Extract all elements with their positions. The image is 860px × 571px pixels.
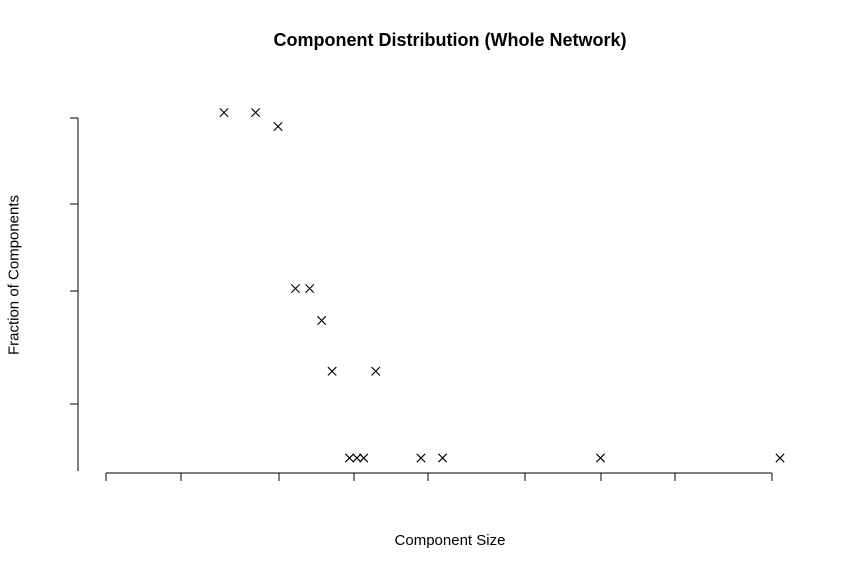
data-point-marker [595,453,606,463]
data-point-marker [317,315,327,326]
data-point-marker [775,453,785,463]
data-point-marker [438,453,448,463]
data-point-marker [273,121,283,132]
data-points [219,107,785,463]
data-point-marker [251,107,261,118]
x-axis-label: Component Size [394,532,506,549]
data-point-marker [371,366,381,376]
data-point-marker [344,453,355,463]
data-point-marker [219,107,229,118]
data-point-marker [327,366,337,376]
data-point-marker [359,453,369,463]
chart-title: Component Distribution (Whole Network) [273,30,627,50]
data-point-marker [290,283,301,294]
data-point-marker [305,283,315,294]
data-point-marker [416,453,426,463]
data-point-marker [352,453,362,463]
axes [70,117,773,481]
